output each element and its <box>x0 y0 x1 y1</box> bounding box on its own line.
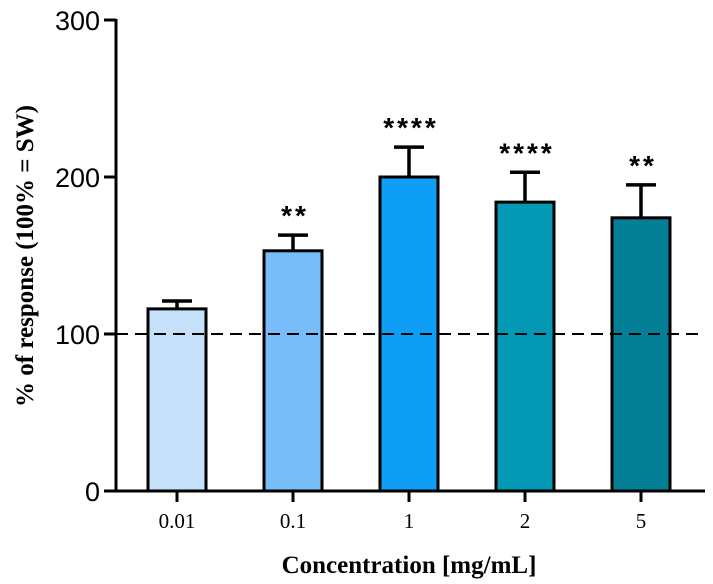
x-tick-label: 0.01 <box>159 509 196 533</box>
y-tick-label: 100 <box>55 320 100 350</box>
bar <box>146 307 208 493</box>
bar <box>262 249 324 493</box>
significance-labels: ********** ** <box>281 112 657 231</box>
x-ticks: 0.01 0.1 1 2 5 <box>159 491 647 533</box>
x-tick-label: 2 <box>520 509 531 533</box>
significance-label: ** <box>629 150 657 181</box>
y-tick-label: 200 <box>55 163 100 193</box>
x-tick-label: 1 <box>404 509 415 533</box>
y-tick-label: 0 <box>85 477 100 507</box>
x-tick-label: 0.1 <box>280 509 306 533</box>
y-axis-label: % of response (100% = SW) <box>12 105 39 407</box>
significance-label: **** <box>499 137 555 168</box>
bars <box>146 145 672 493</box>
y-tick-label: 300 <box>55 6 100 36</box>
significance-label: **** <box>383 112 439 143</box>
x-axis-label: Concentration [mg/mL] <box>282 552 537 579</box>
significance-label: ** <box>281 200 309 231</box>
bar <box>494 200 556 493</box>
x-tick-label: 5 <box>636 509 647 533</box>
y-ticks: 0 100 200 300 <box>55 6 116 507</box>
bar <box>610 216 672 493</box>
